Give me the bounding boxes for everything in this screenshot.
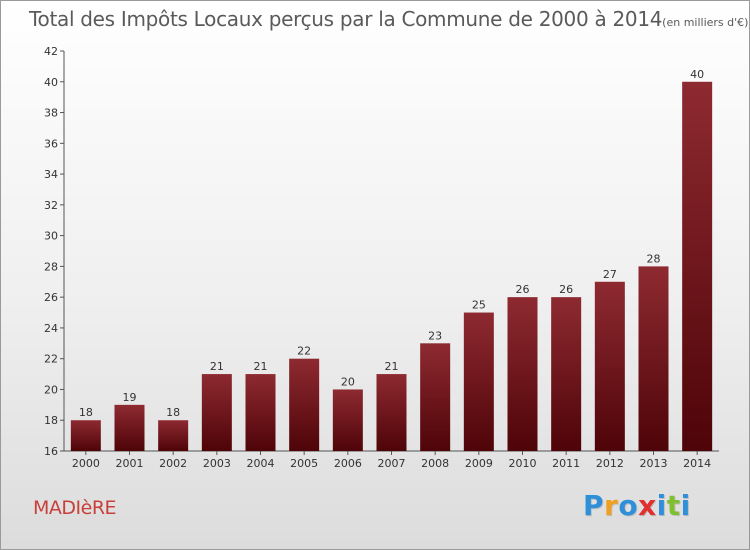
x-tick-label: 2006 <box>334 457 362 470</box>
commune-name: MADIèRE <box>33 497 117 519</box>
bar-value-label: 18 <box>166 406 180 419</box>
logo-letter: o <box>618 489 639 522</box>
x-tick-label: 2011 <box>552 457 580 470</box>
x-tick-label: 2005 <box>290 457 318 470</box>
x-tick-label: 2003 <box>203 457 231 470</box>
unit-note: (en milliers d'€) <box>662 16 749 29</box>
bar-2001 <box>114 404 145 451</box>
bar-2005 <box>289 358 320 451</box>
bar-value-label: 40 <box>690 68 704 81</box>
logo-letter: x <box>638 489 657 522</box>
bar-value-label: 28 <box>647 252 661 265</box>
y-tick-label: 20 <box>44 383 58 396</box>
bar-value-label: 19 <box>123 391 137 404</box>
logo-letter: r <box>604 489 619 522</box>
bar-value-label: 18 <box>79 406 93 419</box>
bar-value-label: 21 <box>210 360 224 373</box>
logo-letter: i <box>680 489 691 522</box>
bar-value-label: 22 <box>297 345 311 358</box>
x-tick-label: 2002 <box>159 457 187 470</box>
x-tick-label: 2008 <box>421 457 449 470</box>
bar-2010 <box>507 297 538 451</box>
y-tick-label: 40 <box>44 76 58 89</box>
bar-2006 <box>332 389 363 451</box>
y-tick-label: 32 <box>44 199 58 212</box>
bar-value-label: 21 <box>385 360 399 373</box>
y-tick-label: 26 <box>44 291 58 304</box>
bar-2000 <box>70 420 101 451</box>
bar-2008 <box>420 343 451 451</box>
logo-letter: t <box>666 489 681 522</box>
y-tick-label: 22 <box>44 353 58 366</box>
y-tick-label: 18 <box>44 414 58 427</box>
x-tick-label: 2000 <box>72 457 100 470</box>
bar-2014 <box>682 81 713 452</box>
axes: 16 18 20 22 24 26 28 30 32 34 36 38 40 42 2000 2001 2002… <box>44 45 719 470</box>
x-tick-label: 2012 <box>596 457 624 470</box>
bar-2013 <box>638 266 669 451</box>
x-tick-label: 2001 <box>116 457 144 470</box>
bar-2003 <box>201 374 232 451</box>
logo-letter: i <box>656 489 667 522</box>
bar-2007 <box>376 374 407 451</box>
y-tick-label: 34 <box>44 168 58 181</box>
y-tick-label: 36 <box>44 137 58 150</box>
x-tick-label: 2007 <box>378 457 406 470</box>
y-tick-label: 42 <box>44 45 58 58</box>
bar-value-label: 25 <box>472 299 486 312</box>
bar-value-label: 23 <box>428 329 442 342</box>
bars: 18 19 18 21 21 22 20 21 23 25 26 26 27 28 40 <box>70 68 713 452</box>
proxiti-logo: Proxiti <box>583 489 691 522</box>
chart-title: Total des Impôts Locaux perçus par la Co… <box>29 7 748 31</box>
y-tick-label: 16 <box>44 445 58 458</box>
logo-letter: P <box>583 489 605 522</box>
y-tick-label: 30 <box>44 230 58 243</box>
x-tick-label: 2009 <box>465 457 493 470</box>
y-tick-label: 28 <box>44 260 58 273</box>
x-tick-label: 2013 <box>640 457 668 470</box>
x-tick-label: 2010 <box>509 457 537 470</box>
y-tick-label: 38 <box>44 107 58 120</box>
title-text: Total des Impôts Locaux perçus par la Co… <box>29 7 663 31</box>
bar-2011 <box>551 297 582 451</box>
y-tick-label: 24 <box>44 322 58 335</box>
x-tick-label: 2004 <box>247 457 275 470</box>
bar-2002 <box>158 420 189 451</box>
bar-value-label: 27 <box>603 268 617 281</box>
bar-value-label: 26 <box>516 283 530 296</box>
bar-2004 <box>245 374 276 451</box>
bar-value-label: 26 <box>559 283 573 296</box>
bar-value-label: 21 <box>254 360 268 373</box>
x-tick-label: 2014 <box>683 457 711 470</box>
bar-2012 <box>594 281 625 451</box>
bar-2009 <box>463 312 494 451</box>
bar-value-label: 20 <box>341 375 355 388</box>
